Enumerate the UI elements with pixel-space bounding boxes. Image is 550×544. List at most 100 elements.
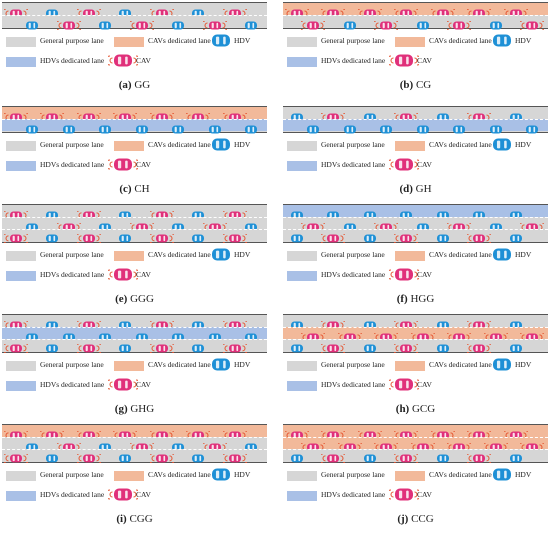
legend-hdv-dedicated-lane-label: HDVs dedicated lane: [40, 489, 105, 499]
legend-general-purpose-lane-swatch: [287, 360, 317, 371]
legend-cav-dedicated-lane-label: CAVs dedicated lane: [429, 249, 492, 259]
legend-general-purpose-lane-label: General purpose lane: [40, 469, 104, 479]
legend-general-purpose-lane-label: General purpose lane: [321, 140, 385, 149]
hdv-vehicle-icon: [509, 450, 522, 468]
general-purpose-lane: [283, 315, 548, 327]
cav-vehicle-icon: [1, 230, 31, 248]
legend-hdv: HDV: [493, 358, 548, 376]
cav-car-icon: [105, 268, 141, 286]
road: [283, 314, 548, 354]
hdv-car-icon: [493, 138, 511, 156]
legend-hdv-label: HDV: [515, 140, 532, 149]
lane-divider: [2, 448, 267, 450]
panel-name: GHG: [127, 402, 155, 415]
general-purpose-lane: [2, 205, 267, 217]
hdv-vehicle-icon: [135, 121, 148, 139]
hdv-vehicle-icon: [46, 230, 59, 248]
lane-divider: [283, 15, 548, 16]
hdv-vehicle-icon: [291, 340, 303, 358]
legend-general-purpose-lane: General purpose lane: [287, 35, 417, 49]
legend-general-purpose-lane: General purpose lane: [6, 469, 136, 483]
cav-vehicle-icon: [298, 17, 329, 35]
cav-car-icon: [105, 158, 141, 176]
legend-hdv-label: HDV: [234, 140, 251, 149]
legend: General purpose lane CAVs dedicated lane H…: [283, 358, 548, 399]
panel-gcg: General purpose lane CAVs dedicated lane H…: [283, 314, 548, 422]
panel-ghg: General purpose lane CAVs dedicated lane H…: [1, 314, 267, 422]
legend-cav-dedicated-lane: CAVs dedicated lane: [114, 359, 244, 373]
panel-ggg: General purpose lane CAVs dedicated lane H…: [1, 204, 267, 312]
legend-cav-dedicated-lane-label: CAVs dedicated lane: [148, 140, 211, 149]
legend-general-purpose-lane-swatch: [6, 250, 36, 261]
legend-cav-dedicated-lane-label: CAVs dedicated lane: [148, 249, 211, 259]
cav-vehicle-icon: [73, 230, 104, 248]
legend-hdv-dedicated-lane: HDVs dedicated lane: [6, 159, 136, 173]
legend-cav-label: CAV: [417, 56, 432, 65]
legend-cav-label: CAV: [136, 160, 151, 169]
legend-cav: CAV: [386, 488, 455, 503]
legend-hdv-label: HDV: [515, 249, 532, 259]
hdv-vehicle-icon: [46, 340, 59, 358]
hdv-car-icon: [212, 34, 230, 52]
legend-general-purpose-lane: General purpose lane: [6, 249, 136, 263]
legend: General purpose lane CAVs dedicated lane H…: [2, 468, 267, 509]
panel-letter: (e): [115, 292, 128, 305]
legend-hdv: HDV: [212, 138, 267, 153]
general-purpose-lane: [2, 448, 267, 461]
road: [1, 2, 267, 30]
legend-cav-label: CAV: [417, 269, 432, 279]
hdv-car-icon: [493, 468, 511, 486]
hdv-dedicated-lane: [2, 119, 267, 131]
hdv-vehicle-icon: [172, 17, 185, 35]
cav-car-icon: [386, 268, 422, 286]
hdv-dedicated-lane: [283, 119, 548, 131]
panel-caption: (e) GGG: [2, 293, 267, 305]
legend-cav: CAV: [105, 488, 174, 503]
legend-cav: CAV: [386, 268, 455, 283]
legend-cav-label: CAV: [136, 56, 151, 65]
legend-cav-label: CAV: [417, 379, 432, 389]
hdv-vehicle-icon: [343, 17, 356, 35]
cav-car-icon: [105, 54, 141, 72]
general-purpose-lane: [2, 338, 267, 351]
hdv-vehicle-icon: [99, 121, 112, 139]
legend-cav-dedicated-lane: CAVs dedicated lane: [395, 139, 525, 153]
legend-general-purpose-lane-label: General purpose lane: [321, 249, 385, 259]
road: [282, 424, 548, 464]
lane-divider: [2, 119, 267, 120]
lane-divider: [283, 216, 548, 218]
hdv-car-icon: [493, 358, 511, 376]
legend-general-purpose-lane-label: General purpose lane: [321, 359, 385, 369]
legend-cav-dedicated-lane: CAVs dedicated lane: [114, 469, 244, 483]
legend-cav-label: CAV: [136, 379, 151, 389]
legend-hdv-dedicated-lane-swatch: [6, 161, 36, 171]
hdv-car-icon: [493, 248, 511, 266]
legend-hdv-dedicated-lane-label: HDVs dedicated lane: [321, 489, 386, 499]
legend-cav: CAV: [105, 268, 174, 283]
legend-cav-dedicated-lane-label: CAVs dedicated lane: [429, 140, 492, 149]
legend-hdv-dedicated-lane: HDVs dedicated lane: [6, 55, 136, 69]
cav-vehicle-icon: [73, 450, 104, 468]
panel-caption: (i) CGG: [2, 513, 267, 525]
legend: General purpose lane CAVs dedicated lane H…: [283, 34, 548, 75]
cav-vehicle-icon: [126, 17, 157, 35]
legend-hdv: HDV: [493, 34, 548, 49]
hdv-vehicle-icon: [363, 450, 376, 468]
legend-hdv-dedicated-lane: HDVs dedicated lane: [287, 489, 417, 503]
panel-caption: (d) GH: [283, 183, 548, 195]
hdv-vehicle-icon: [363, 340, 376, 358]
legend-cav-dedicated-lane: CAVs dedicated lane: [114, 35, 244, 49]
hdv-vehicle-icon: [208, 121, 221, 139]
road: [283, 106, 548, 133]
hdv-vehicle-icon: [509, 230, 522, 248]
hdv-vehicle-icon: [192, 230, 205, 248]
panel-letter: (a): [118, 79, 132, 91]
hdv-vehicle-icon: [363, 230, 376, 248]
legend-hdv: HDV: [212, 248, 267, 263]
legend-hdv: HDV: [493, 248, 548, 266]
legend-general-purpose-lane-label: General purpose lane: [40, 140, 104, 149]
lane-divider: [283, 228, 548, 230]
legend-general-purpose-lane: General purpose lane: [6, 359, 136, 373]
cav-car-icon: [386, 378, 422, 396]
hdv-vehicle-icon: [119, 340, 132, 358]
